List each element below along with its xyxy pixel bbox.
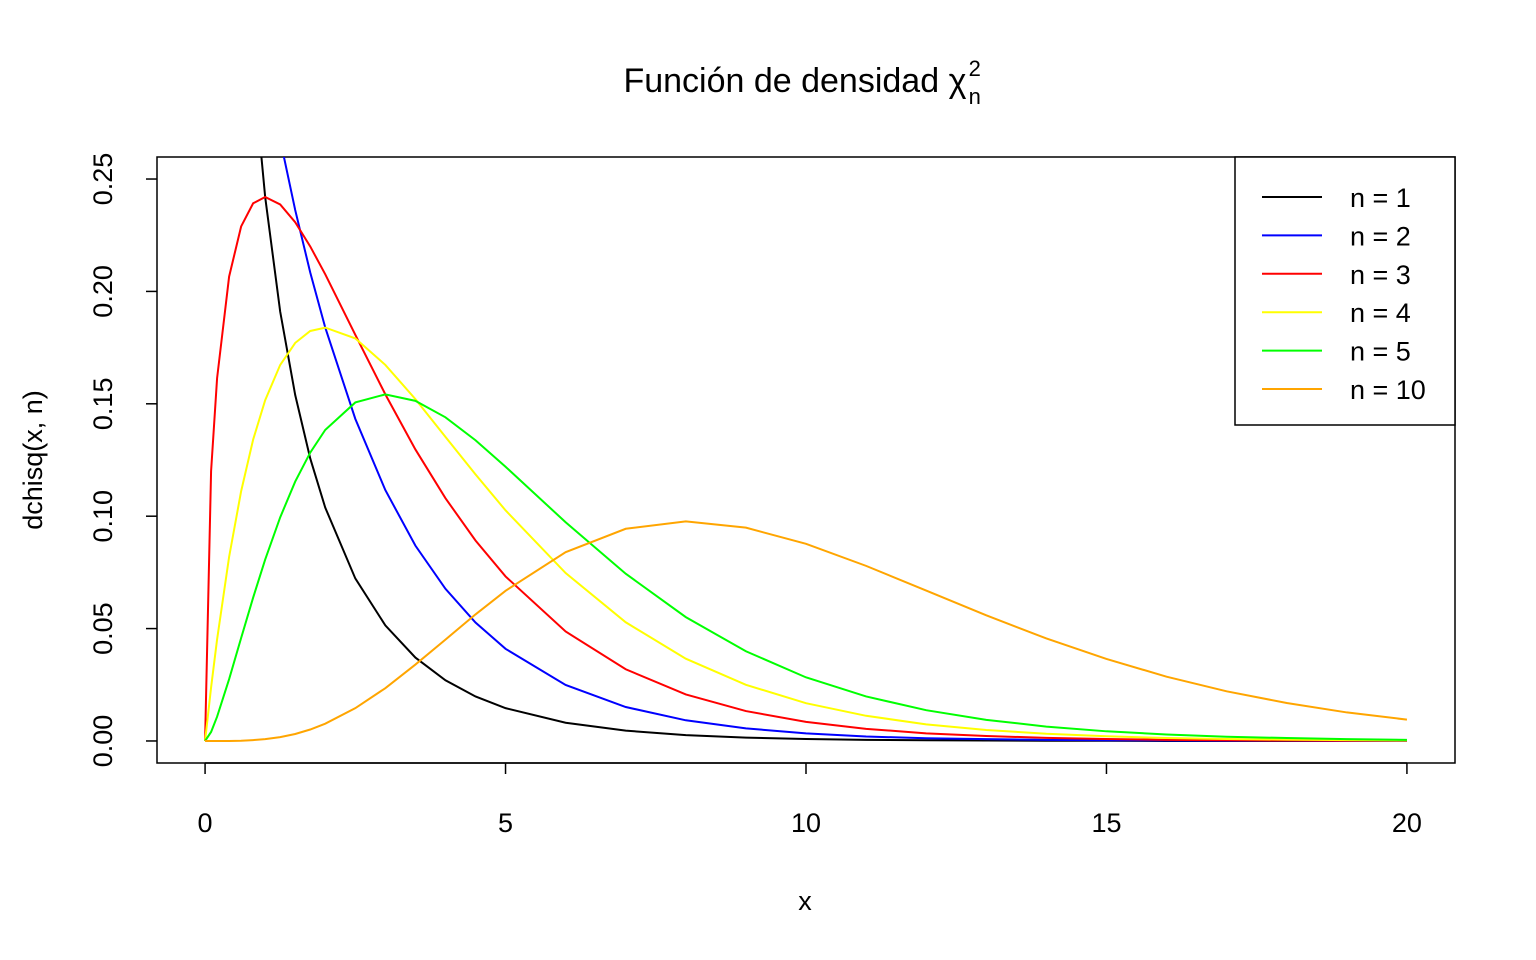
y-axis-label: dchisq(x, n): [18, 390, 48, 530]
y-tick-label: 0.00: [88, 715, 118, 768]
title-subscript: n: [969, 84, 981, 109]
y-tick-label: 0.05: [88, 602, 118, 655]
series-line: [282, 157, 1407, 742]
x-tick-label: 20: [1392, 808, 1422, 838]
series-line: [204, 195, 1407, 742]
x-tick-label: 15: [1091, 808, 1121, 838]
x-tick-label: 0: [198, 808, 213, 838]
series-line: [204, 326, 1407, 742]
legend-box: [1234, 156, 1456, 426]
legend-label: n = 5: [1350, 337, 1411, 367]
y-tick-label: 0.20: [88, 265, 118, 318]
y-tick-label: 0.10: [88, 490, 118, 543]
x-tick-label: 5: [498, 808, 513, 838]
y-tick-label: 0.15: [88, 378, 118, 431]
y-tick-label: 0.25: [88, 153, 118, 206]
legend-label: n = 10: [1350, 375, 1426, 405]
chart-title: Función de densidad χ: [623, 62, 966, 100]
x-tick-label: 10: [791, 808, 821, 838]
series-line: [204, 393, 1407, 742]
title-superscript: 2: [969, 56, 981, 81]
legend-label: n = 1: [1350, 183, 1411, 213]
legend-label: n = 3: [1350, 260, 1411, 290]
x-axis-label: x: [798, 886, 812, 916]
series-line: [205, 520, 1408, 742]
legend-label: n = 2: [1350, 221, 1411, 251]
legend-label: n = 4: [1350, 298, 1411, 328]
plot-area: [204, 157, 1408, 742]
